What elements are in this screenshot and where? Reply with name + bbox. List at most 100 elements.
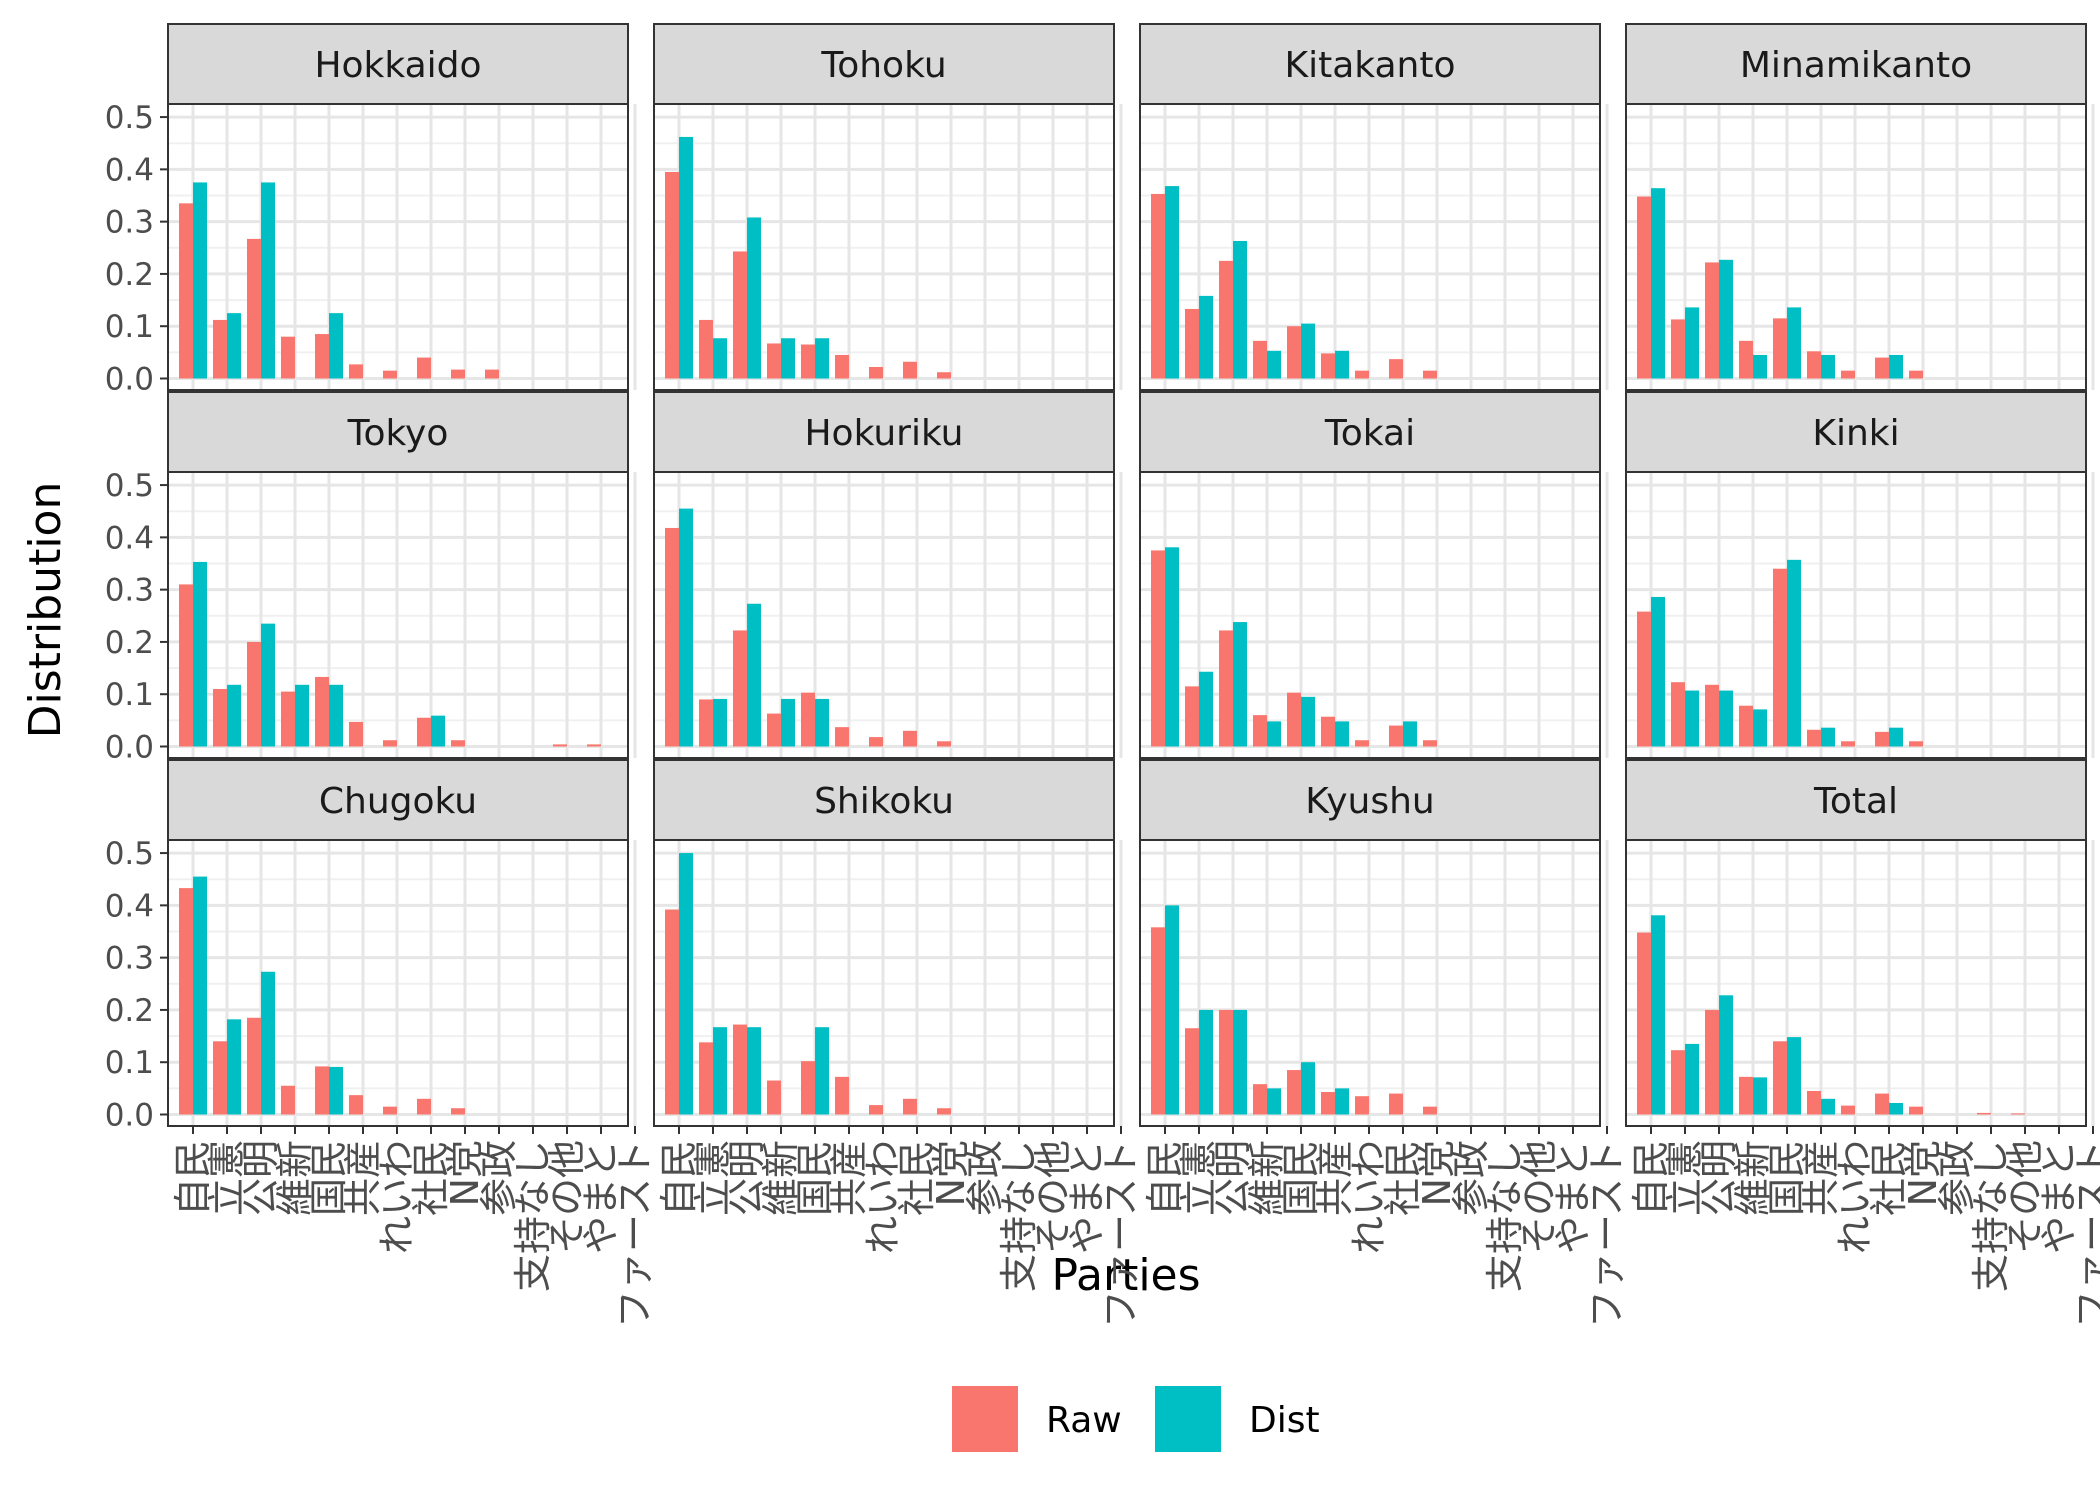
bar-raw-6	[383, 1106, 397, 1115]
bar-raw-5	[349, 721, 363, 747]
bar-raw-5	[1321, 353, 1335, 379]
bar-raw-3	[767, 713, 781, 747]
bar-raw-2	[247, 238, 261, 379]
bar-dist-0	[1165, 547, 1179, 747]
bar-raw-4	[801, 1061, 815, 1115]
bar-raw-2	[1705, 1009, 1719, 1115]
facet-title: Kyushu	[1305, 781, 1435, 822]
bar-raw-1	[1671, 1050, 1685, 1115]
bar-dist-5	[1821, 727, 1835, 747]
grid-lines	[1140, 104, 1609, 390]
bar-raw-3	[1253, 1084, 1267, 1115]
y-axis-title: Distribution	[20, 482, 71, 739]
bar-dist-7	[1889, 354, 1903, 379]
facet-title: Hokuriku	[804, 413, 963, 454]
bar-raw-4	[1773, 1041, 1787, 1115]
y-tick-label: 0.2	[105, 257, 154, 293]
bar-dist-1	[227, 1019, 241, 1115]
bar-raw-8	[937, 741, 951, 747]
bar-dist-4	[329, 313, 343, 379]
facet-title: Minamikanto	[1740, 45, 1972, 86]
bar-dist-7	[1889, 727, 1903, 747]
facet-title: Tokai	[1324, 413, 1415, 454]
bar-dist-0	[679, 508, 693, 747]
bar-dist-4	[1787, 1037, 1801, 1115]
bar-dist-5	[1821, 1098, 1835, 1115]
x-tick-label: 共産	[341, 1140, 385, 1216]
bar-dist-3	[781, 698, 795, 747]
panel-border	[1625, 103, 2087, 391]
bar-raw-1	[213, 1041, 227, 1115]
bar-raw-1	[1185, 686, 1199, 747]
bar-raw-5	[349, 1095, 363, 1115]
x-tick-label: 立憲	[205, 1140, 249, 1216]
bar-dist-5	[1335, 721, 1349, 747]
facet-title: Chugoku	[319, 781, 477, 822]
bar-raw-6	[1841, 370, 1855, 379]
bar-dist-5	[1335, 350, 1349, 379]
bar-raw-2	[733, 630, 747, 747]
facet-kitakanto: Kitakanto	[1139, 23, 1609, 391]
bar-dist-0	[1165, 186, 1179, 379]
bar-dist-2	[1233, 240, 1247, 379]
facet-strip	[1625, 759, 2087, 841]
bar-dist-0	[1651, 188, 1665, 379]
x-tick-label: 公明	[725, 1140, 769, 1216]
bar-dist-0	[193, 182, 207, 379]
bar-raw-1	[1185, 308, 1199, 379]
bar-dist-1	[1199, 1009, 1213, 1115]
bar-dist-3	[1753, 709, 1767, 747]
facet-tokai: Tokai	[1139, 391, 1609, 759]
bar-raw-5	[1807, 1090, 1821, 1115]
grid-lines	[654, 472, 1123, 758]
legend: Raw Dist	[952, 1386, 1320, 1452]
bar-raw-2	[733, 251, 747, 379]
facet-strip	[1625, 391, 2087, 473]
bar-raw-4	[801, 692, 815, 747]
bar-dist-3	[1753, 1077, 1767, 1115]
facet-strip	[653, 759, 1115, 841]
bar-raw-7	[417, 717, 431, 747]
bar-raw-0	[665, 909, 679, 1115]
bar-dist-0	[193, 561, 207, 747]
bar-raw-0	[1151, 927, 1165, 1115]
bar-dist-2	[261, 182, 275, 379]
x-tick-label: れいわ	[375, 1140, 419, 1254]
bar-dist-4	[329, 1066, 343, 1115]
facet-hokuriku: Hokuriku	[653, 391, 1123, 759]
bar-dist-7	[1889, 1102, 1903, 1115]
bar-raw-7	[903, 730, 917, 747]
facet-strip	[167, 759, 629, 841]
facet-strip	[167, 23, 629, 105]
x-tick-label: れいわ	[861, 1140, 905, 1254]
bar-raw-2	[1705, 684, 1719, 747]
bar-raw-6	[1355, 740, 1369, 747]
x-tick-label: 維新	[273, 1140, 317, 1216]
y-tick-label: 0.4	[105, 520, 154, 556]
facet-title: Kinki	[1812, 413, 1899, 454]
x-tick-label: 公明	[1211, 1140, 1255, 1216]
bar-raw-0	[1637, 932, 1651, 1115]
x-tick-label: ファースト	[1099, 1140, 1143, 1328]
bar-raw-0	[1637, 611, 1651, 747]
bar-raw-5	[349, 364, 363, 379]
y-tick-label: 0.0	[105, 1097, 154, 1133]
bar-raw-8	[1423, 740, 1437, 747]
bar-raw-7	[1875, 731, 1889, 747]
bar-raw-3	[1739, 1076, 1753, 1115]
facet-hokkaido: Hokkaido 0.0 0.1 0.2 0.3 0.4 0.5	[105, 23, 637, 397]
x-tick-label: やまと	[2037, 1140, 2081, 1254]
bar-dist-3	[1267, 350, 1281, 379]
x-tick-label: 立憲	[1177, 1140, 1221, 1216]
legend-label: Raw	[1046, 1400, 1122, 1441]
x-tick-label: 参政	[963, 1140, 1007, 1216]
bar-dist-1	[1199, 295, 1213, 379]
bar-raw-3	[767, 343, 781, 379]
bar-raw-0	[1151, 193, 1165, 379]
bar-raw-7	[1389, 359, 1403, 379]
bar-dist-3	[781, 338, 795, 379]
bar-raw-0	[665, 171, 679, 379]
x-tick-label: ファースト	[613, 1140, 657, 1328]
bar-dist-2	[261, 971, 275, 1115]
y-tick-label: 0.2	[105, 993, 154, 1029]
